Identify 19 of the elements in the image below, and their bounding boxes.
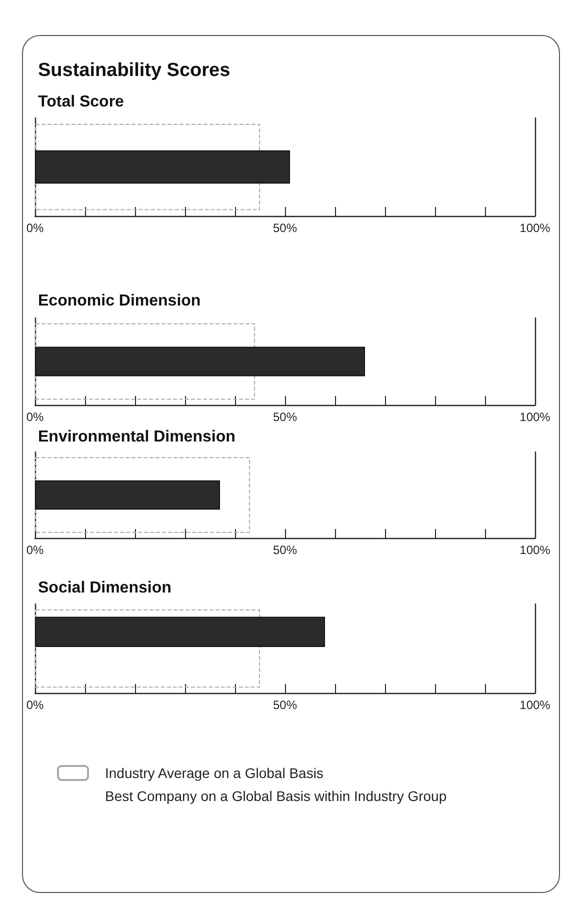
x-tick-label: 100% xyxy=(520,221,551,235)
x-tick-label: 50% xyxy=(272,698,298,712)
x-tick-label: 100% xyxy=(520,410,551,424)
chart-title: Economic Dimension xyxy=(38,292,201,310)
text: Best Company on a Global Basis within Industry Group xyxy=(105,788,447,804)
chart-title: Sustainability Scores xyxy=(38,60,230,81)
x-tick-label: 50% xyxy=(272,410,298,424)
x-tick-label: 0% xyxy=(26,698,44,712)
legend-label: Industry Average on a Global Basis xyxy=(105,765,324,781)
x-tick-label: 50% xyxy=(272,543,298,557)
x-tick-label: 100% xyxy=(520,543,551,557)
chart-title: Social Dimension xyxy=(38,580,172,596)
chart-title: Environmental Dimension xyxy=(38,428,236,446)
x-tick-label: 0% xyxy=(26,221,44,235)
x-tick-label: 0% xyxy=(26,410,44,424)
x-tick-label: 0% xyxy=(26,543,44,557)
x-tick-label: 100% xyxy=(520,698,551,712)
chart-subtitle: Total Score xyxy=(38,94,124,110)
x-tick-label: 50% xyxy=(272,221,298,235)
